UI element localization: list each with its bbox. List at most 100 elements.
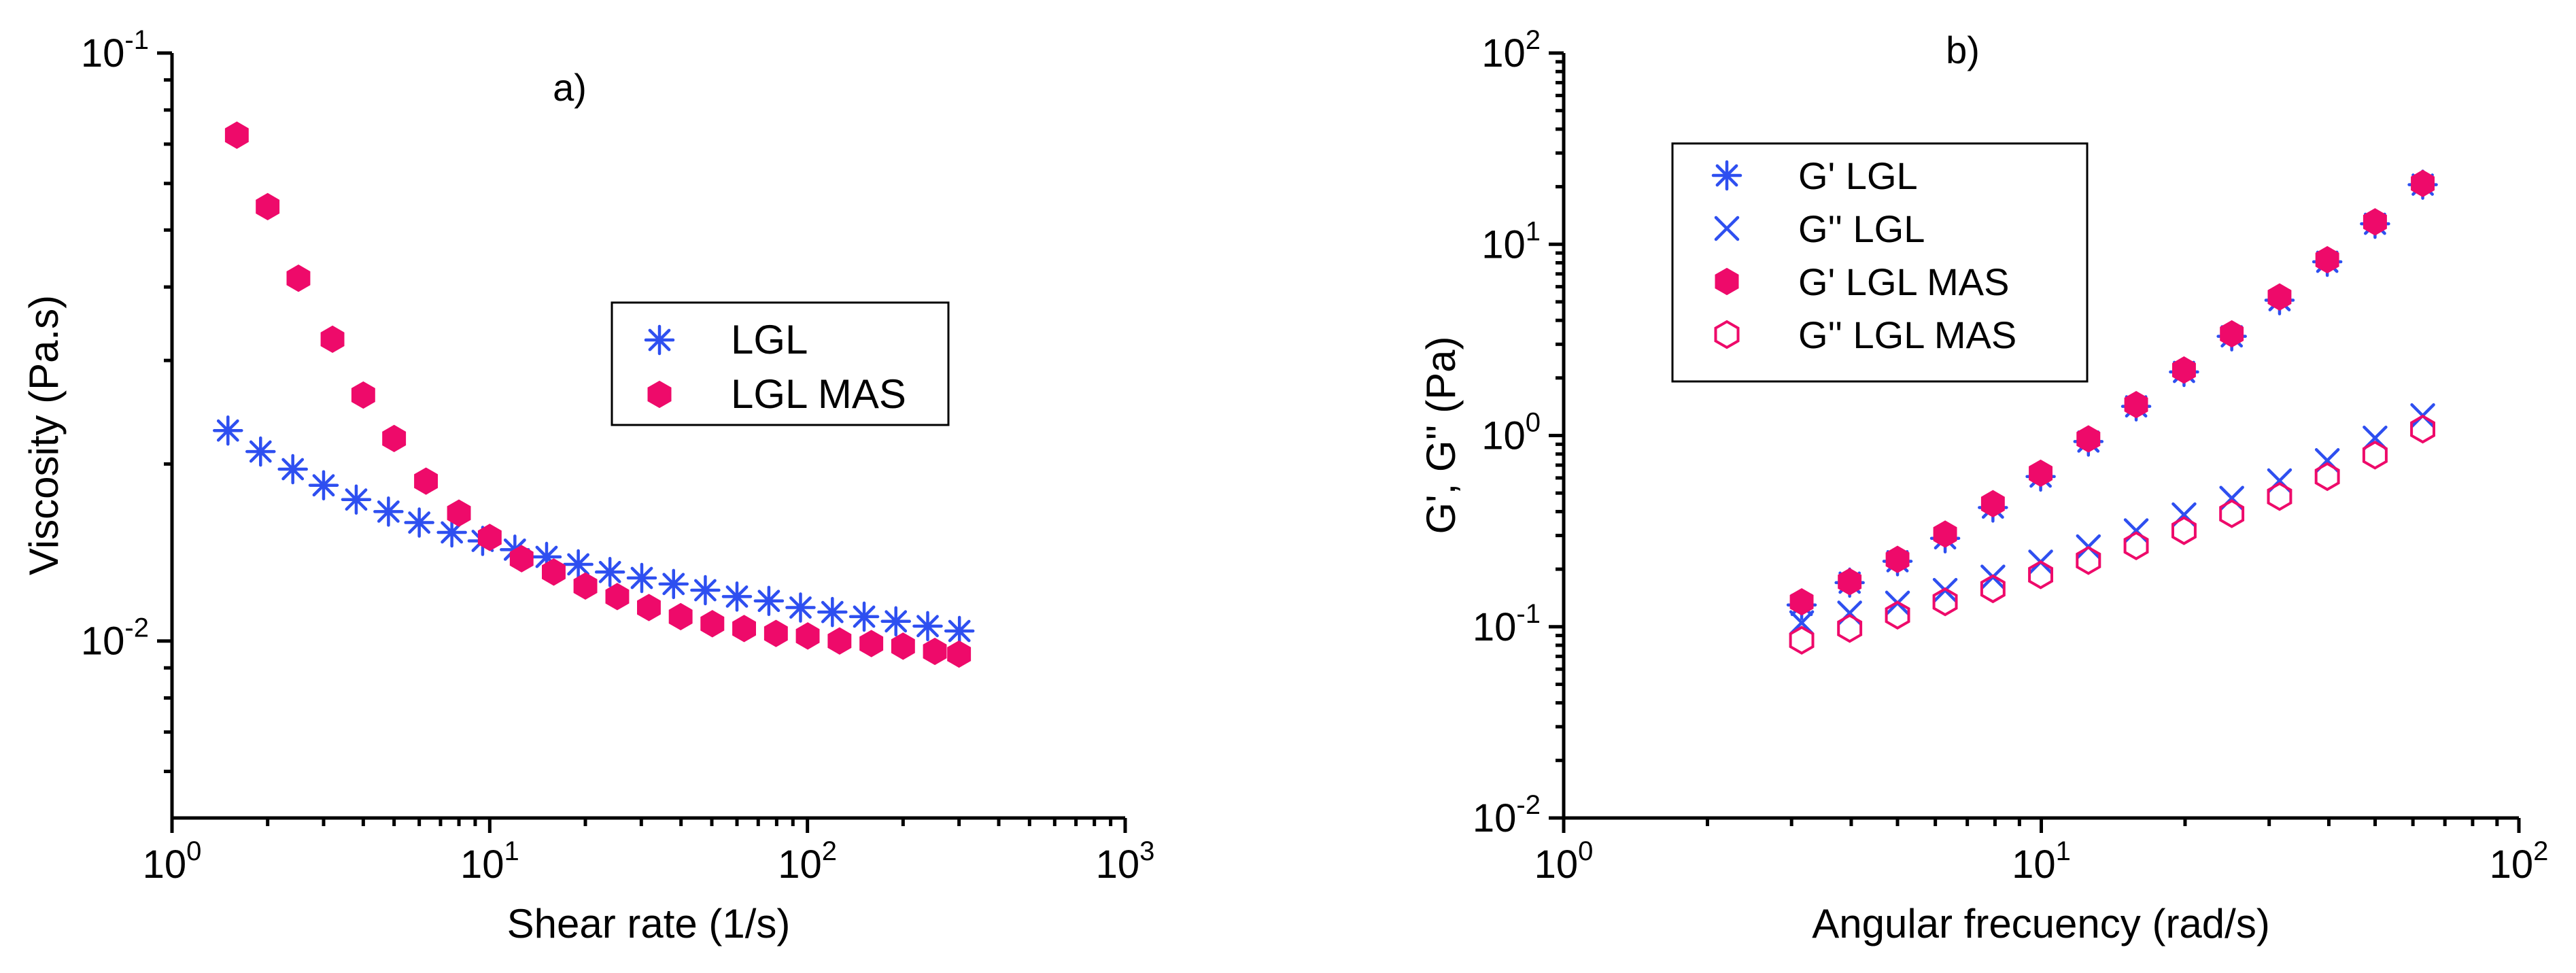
panel-b-data-point (1885, 600, 1910, 630)
panel-b-data-point (2410, 414, 2435, 444)
panel-a-data-point (320, 325, 345, 354)
panel-a-data-point (213, 415, 243, 446)
panel-b-label: b) (1946, 29, 1980, 71)
panel-b-data-point (2267, 481, 2292, 511)
panel-b-data-point (2076, 545, 2101, 575)
panel-a-x-tick-label: 103 (1096, 836, 1155, 887)
panel-a-data-point (477, 524, 502, 551)
panel-a-legend-label: LGL MAS (731, 371, 906, 417)
panel-a-data-point (594, 557, 625, 587)
panel-b-legend-label: G' LGL (1798, 154, 1918, 197)
panel-b-y-tick-label: 100 (1481, 408, 1541, 458)
panel-b-data-point (2029, 459, 2053, 488)
panel-a-data-point (404, 507, 434, 538)
panel-b-x-axis-title: Angular frecuency (rad/s) (1812, 901, 2270, 946)
panel-a-y-tick-label: 10-2 (81, 613, 149, 664)
panel-b-y-tick-label: 10-2 (1473, 790, 1541, 840)
panel-a-data-point (859, 630, 884, 658)
panel-b-y-tick-label: 101 (1481, 216, 1541, 267)
panel-b-data-point (2315, 245, 2339, 274)
panel-a-data-point (732, 615, 756, 643)
panel-a-x-axis-title: Shear rate (1/s) (507, 901, 791, 946)
panel-b-data-point (1789, 626, 1815, 655)
panel-a-data-point (256, 192, 280, 221)
panel-a-data-point (605, 583, 630, 611)
panel-a-data-point (753, 585, 785, 616)
panel-a-x-tick-label: 102 (778, 836, 837, 887)
panel-b-legend-label: G'' LGL MAS (1798, 313, 2016, 356)
panel-b-x-tick-label: 102 (2490, 836, 2549, 887)
panel-a-series-1 (224, 121, 972, 668)
panel-a-data-point (542, 558, 566, 586)
panel-b-data-point (2123, 531, 2149, 561)
panel-a-data-point (947, 640, 972, 668)
panel-b-x-tick-label: 100 (1534, 836, 1594, 887)
panel-b-legend-marker (1715, 267, 1739, 296)
panel-b-data-point (2028, 560, 2053, 590)
panel-b-legend-box (1671, 142, 2089, 383)
panel-b-tick-labels: 100 101 102 10-2 10-1 100 101 102 (1473, 25, 2548, 887)
panel-a-data-point (817, 596, 848, 628)
panel-a-data-point (668, 602, 693, 631)
panel-b-series-2 (1789, 169, 2435, 616)
panel-b-legend-label: G'' LGL (1798, 207, 1925, 250)
panel-a-data-point (658, 568, 689, 600)
panel-a-data-point (245, 436, 276, 467)
panel-a-data-point (563, 549, 594, 580)
panel-a-legend-marker (644, 324, 675, 356)
panel-a-x-tick-label: 100 (143, 836, 202, 887)
panel-a-y-tick-label: 10-1 (81, 25, 149, 75)
panel-a-data-point (351, 381, 375, 409)
panel-b-data-point (1932, 587, 1958, 617)
panel-b-data-point (2171, 516, 2197, 545)
panel-a-y-axis-title: Viscosity (Pa.s) (21, 295, 67, 575)
panel-b-data-point (1885, 545, 1910, 573)
panel-a-data-point (341, 484, 372, 515)
panel-a-data-point (923, 637, 947, 666)
panel-a-x-tick-label: 101 (460, 836, 519, 887)
panel-b-data-point (2267, 283, 2292, 311)
chart-panel-a: 100 101 102 103 10-2 10-1 a) Shear rate (1/s)… (21, 25, 1154, 946)
panel-b-data-point (2076, 425, 2101, 453)
panel-a-data-point (637, 594, 661, 621)
panel-a-data-point (277, 454, 308, 485)
panel-a-series-0 (213, 415, 975, 647)
panel-b-data-point (2220, 320, 2244, 348)
panel-a-data-point (509, 545, 534, 573)
panel-b-legend-marker (1711, 160, 1742, 191)
panel-b-data-point (1933, 520, 1957, 548)
panel-a-data-point (912, 611, 943, 642)
panel-a-data-point (224, 121, 249, 149)
panel-a-tick-labels: 100 101 102 103 10-2 10-1 (81, 25, 1154, 887)
panel-b-x-tick-label: 101 (2012, 836, 2071, 887)
panel-a-data-point (944, 615, 975, 647)
panel-b-y-tick-label: 10-1 (1473, 599, 1541, 649)
panel-a-data-point (308, 470, 339, 500)
panel-b-data-points (1786, 169, 2438, 655)
panel-b-tick-marks (1549, 51, 2521, 833)
panel-a-data-point (690, 575, 721, 606)
panel-a-data-point (447, 499, 471, 527)
panel-b-legend-marker (1714, 320, 1740, 349)
panel-a-label: a) (553, 66, 587, 109)
chart-panel-b: 100 101 102 10-2 10-1 100 101 102 b) Angular fr… (1418, 25, 2548, 946)
panel-a-legend-marker (647, 380, 672, 409)
panel-b-data-point (1980, 490, 2005, 517)
panel-a-data-point (414, 467, 438, 495)
panel-a-data-point (827, 627, 852, 655)
panel-b-legend-marker (1714, 216, 1740, 241)
panel-a-data-point (626, 562, 657, 594)
panel-b-data-point (1837, 613, 1863, 643)
panel-b-data-point (2411, 169, 2435, 197)
panel-a-data-point (286, 264, 311, 292)
panel-a-data-point (373, 496, 404, 527)
panel-a-legend: LGL LGL MAS (611, 301, 950, 426)
panel-b-legend: G' LGL G'' LGL G' LGL MAS G'' LGL MAS (1671, 142, 2089, 383)
panel-a-data-point (785, 592, 816, 623)
panel-b-data-point (2124, 390, 2148, 419)
panel-b-series-3 (1789, 414, 2435, 655)
panel-a-data-point (763, 619, 788, 647)
panel-a-data-point (880, 606, 911, 637)
panel-b-data-point (1838, 568, 1862, 596)
panel-a-legend-box (611, 301, 950, 426)
